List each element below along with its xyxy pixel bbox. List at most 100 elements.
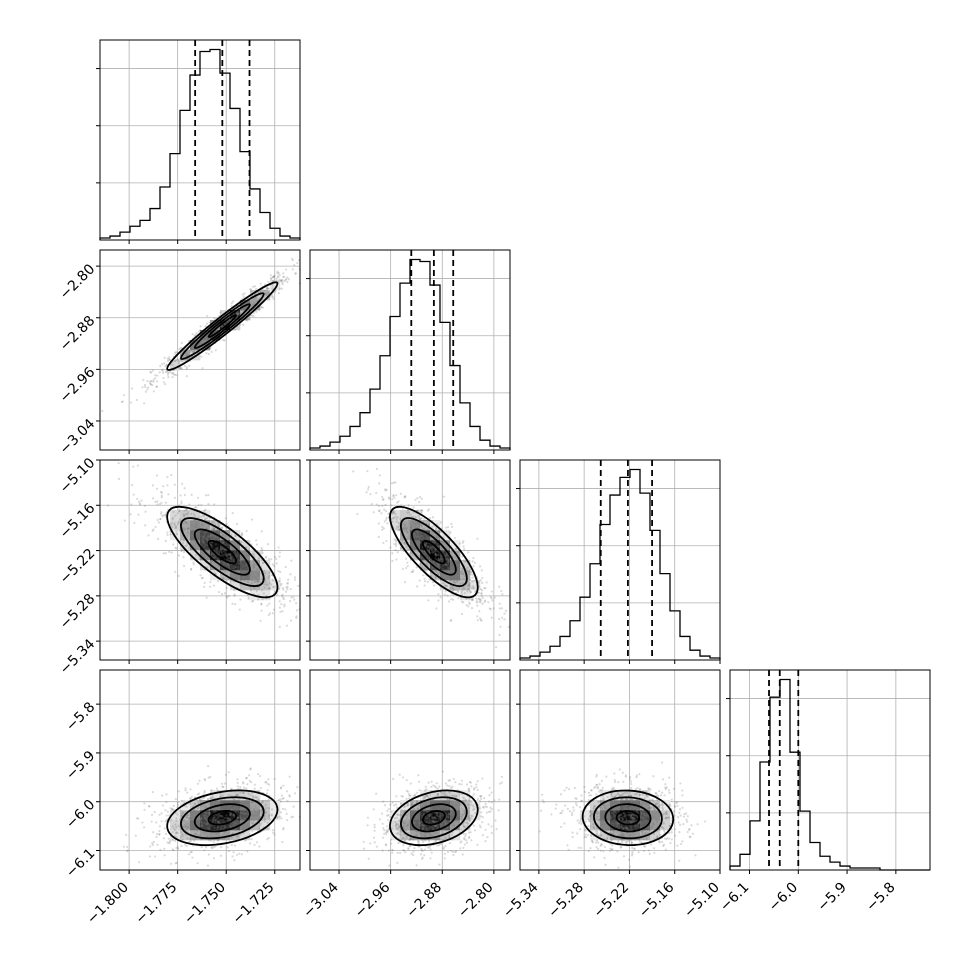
sample-point xyxy=(222,550,226,553)
sample-point xyxy=(196,800,200,803)
sample-point xyxy=(431,819,434,822)
sample-point xyxy=(225,814,228,817)
sample-point xyxy=(384,831,388,834)
sample-point xyxy=(460,816,463,819)
sample-point xyxy=(457,801,460,804)
sample-point xyxy=(236,312,239,316)
sample-point xyxy=(670,831,673,834)
sample-point xyxy=(409,552,412,555)
sample-point xyxy=(193,839,196,842)
sample-point xyxy=(180,360,183,363)
sample-point xyxy=(395,518,398,521)
sample-point xyxy=(409,794,412,797)
density-cell xyxy=(190,510,201,521)
sample-point xyxy=(197,820,201,823)
sample-point xyxy=(180,367,183,370)
sample-point xyxy=(175,530,178,533)
sample-point xyxy=(455,589,458,592)
sample-point xyxy=(253,301,257,304)
sample-point xyxy=(396,851,399,854)
sample-point xyxy=(279,610,282,613)
sample-point xyxy=(221,577,225,580)
sample-point xyxy=(395,795,398,798)
sample-point xyxy=(190,568,193,571)
sample-point xyxy=(214,819,217,822)
sample-point xyxy=(186,528,189,531)
sample-point xyxy=(261,548,264,551)
sample-point xyxy=(161,369,164,372)
sample-point xyxy=(394,512,397,516)
sample-point xyxy=(148,855,152,858)
density-cell xyxy=(190,550,201,561)
sample-point xyxy=(150,820,153,823)
sample-point xyxy=(284,590,288,593)
sample-point xyxy=(441,567,444,570)
sample-point xyxy=(263,583,266,586)
sample-point xyxy=(201,576,204,579)
sample-point xyxy=(362,840,365,843)
sample-point xyxy=(258,572,261,575)
sample-point xyxy=(194,546,197,550)
sample-point xyxy=(223,798,226,802)
sample-point xyxy=(200,821,204,824)
sample-point xyxy=(381,849,384,852)
sample-point xyxy=(278,815,281,818)
sample-point xyxy=(166,373,170,376)
sample-point xyxy=(227,553,231,556)
sample-point xyxy=(278,551,281,554)
sample-point xyxy=(407,812,411,815)
sample-point xyxy=(162,514,165,517)
density-cell xyxy=(200,520,211,531)
sample-point xyxy=(231,602,234,605)
sample-point xyxy=(224,571,227,574)
sample-point xyxy=(272,279,276,282)
sample-point xyxy=(142,378,145,382)
sample-point xyxy=(193,526,196,529)
sample-point xyxy=(144,390,147,393)
sample-point xyxy=(470,570,473,573)
sample-point xyxy=(190,811,193,814)
sample-point xyxy=(409,513,412,516)
sample-point xyxy=(149,382,152,386)
sample-point xyxy=(467,551,470,554)
sample-point xyxy=(270,558,273,561)
sample-point xyxy=(220,550,224,553)
sample-point xyxy=(235,553,238,556)
sample-point xyxy=(267,815,270,818)
sample-point xyxy=(179,367,182,370)
sample-point xyxy=(186,353,189,356)
sample-point xyxy=(461,581,464,585)
sample-point xyxy=(414,549,417,552)
sample-point xyxy=(467,815,470,818)
sample-point xyxy=(372,511,375,514)
sample-point xyxy=(412,546,415,549)
sample-point xyxy=(423,854,426,857)
sample-point xyxy=(295,609,299,612)
sample-point xyxy=(172,510,175,514)
sample-point xyxy=(460,783,463,786)
sample-point xyxy=(264,580,267,583)
sample-point xyxy=(173,827,176,830)
sample-point xyxy=(173,483,176,486)
sample-point xyxy=(260,609,263,612)
sample-point xyxy=(247,597,250,600)
sample-point xyxy=(369,842,372,845)
sample-point xyxy=(257,811,260,814)
sample-point xyxy=(405,526,409,529)
histogram-step xyxy=(309,258,511,450)
sample-point xyxy=(444,590,447,593)
sample-point xyxy=(480,594,483,598)
sample-point xyxy=(184,787,187,790)
sample-point xyxy=(162,371,165,374)
sample-point xyxy=(258,308,261,311)
sample-point xyxy=(490,801,493,804)
sample-point xyxy=(230,566,233,570)
sample-point xyxy=(221,534,225,537)
sample-point xyxy=(386,814,389,817)
sample-point xyxy=(210,543,213,547)
sample-point xyxy=(129,513,132,516)
sample-point xyxy=(489,596,492,599)
sample-point xyxy=(207,839,210,842)
sample-point xyxy=(174,798,177,801)
sample-point xyxy=(245,529,248,533)
